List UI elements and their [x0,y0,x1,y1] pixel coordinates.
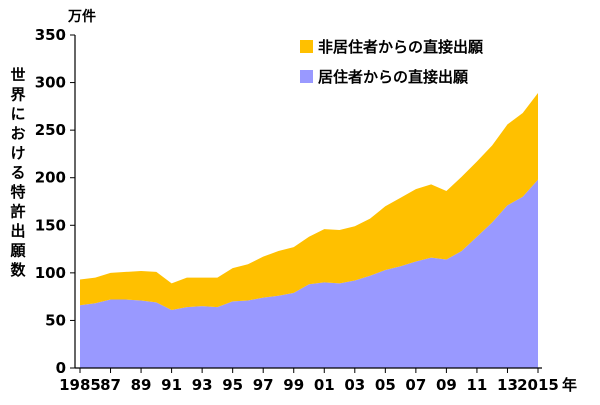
x-tick-label: 13 [497,376,518,394]
x-tick-label: 99 [283,376,304,394]
y-tick-label: 200 [35,169,66,187]
y-axis-label-char: る [10,164,25,182]
y-axis-label-char: に [10,105,25,123]
x-tick-label: 93 [192,376,213,394]
y-tick-label: 250 [35,121,66,139]
x-ticks: 1985 87 89 91 93 95 97 99 01 03 05 07 09 11 13 2015 [59,368,559,394]
x-tick-label: 07 [405,376,426,394]
y-axis-label-char: 数 [10,261,26,279]
y-tick-label: 0 [56,359,66,377]
x-tick-label: 1985 [59,376,101,394]
y-tick-label: 350 [35,26,66,44]
x-tick-label: 03 [344,376,365,394]
y-axis-label-char: け [10,144,25,162]
y-axis-label-char: 願 [10,242,26,260]
legend-label-resident: 居住者からの直接出願 [318,68,469,86]
y-ticks: 0 50 100 150 200 250 300 350 [35,26,75,377]
legend: 非居住者からの直接出願 居住者からの直接出願 [300,38,484,86]
y-tick-label: 100 [35,264,66,282]
y-tick-label: 300 [35,74,66,92]
x-tick-label: 95 [222,376,243,394]
x-axis-label: 年 [562,376,577,394]
y-axis-label-char: 世 [10,66,25,84]
x-tick-label: 91 [161,376,182,394]
y-axis-label-char: 界 [10,86,25,104]
x-tick-label: 09 [436,376,457,394]
area-series-1 [80,93,538,310]
legend-label-nonresident: 非居住者からの直接出願 [318,38,484,56]
y-axis-label-char: 許 [10,203,25,221]
x-tick-label: 89 [131,376,152,394]
legend-swatch-nonresident [300,40,313,53]
unit-label: 万件 [67,8,96,25]
x-tick-label: 01 [314,376,335,394]
y-axis-label-char: 特 [10,183,25,201]
y-tick-label: 50 [45,311,66,329]
y-axis-label-char: お [10,125,25,143]
x-tick-label: 87 [100,376,121,394]
area-layer [80,93,538,368]
x-tick-label: 05 [375,376,396,394]
y-axis-label-char: 出 [10,222,25,240]
area-series-0 [80,179,538,368]
x-tick-label: 11 [466,376,487,394]
x-tick-label: 2015 [517,376,559,394]
x-tick-label: 97 [253,376,274,394]
legend-swatch-resident [300,70,313,83]
y-tick-label: 150 [35,216,66,234]
